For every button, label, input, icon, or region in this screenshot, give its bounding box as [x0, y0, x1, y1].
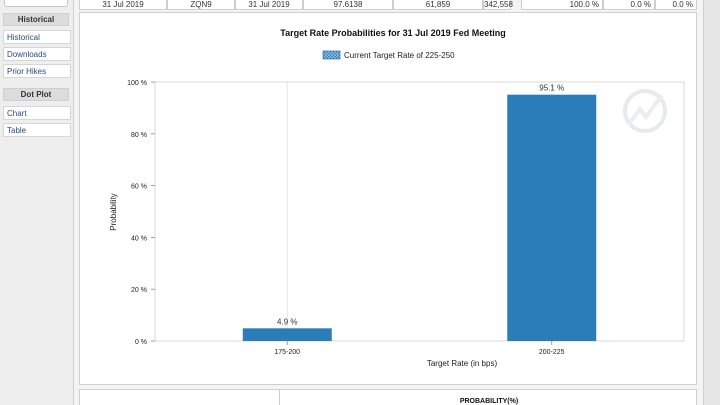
sidebar-header-dot-plot: Dot Plot — [3, 88, 69, 101]
y-tick-label: 100 % — [127, 80, 147, 87]
y-axis-label: Probability — [109, 193, 118, 230]
prob-hike-cell: 0.0 % — [655, 0, 697, 10]
prob-ease-cell: 100.0 % — [521, 0, 603, 10]
table-corner-cell — [80, 390, 280, 405]
y-tick-label: 80 % — [131, 132, 147, 139]
chart-panel: Target Rate Probabilities for 31 Jul 201… — [79, 12, 697, 385]
meeting-date-cell: 31 Jul 2019 — [79, 0, 167, 10]
prior-volume-cell: 61,859 — [393, 0, 483, 10]
data-label-175-200: 4.9 % — [277, 317, 297, 326]
probability-chart: Target Rate Probabilities for 31 Jul 201… — [109, 28, 685, 368]
y-tick-label: 20 % — [131, 287, 147, 294]
contract-cell: ZQN9 — [167, 0, 235, 10]
chart-title: Target Rate Probabilities for 31 Jul 201… — [280, 28, 505, 38]
plot-area: 0 % 20 % 40 % 60 % 80 % 100 % 4.9 % 175-200 95.1… — [127, 80, 685, 356]
scroll-gutter[interactable] — [703, 0, 720, 405]
sidebar-item-downloads[interactable]: Downloads — [3, 47, 71, 61]
sidebar-top-panel — [4, 0, 68, 7]
sidebar-item-table[interactable]: Table — [3, 123, 71, 137]
prior-oi-cell: 342,558 — [483, 0, 513, 10]
prob-no-change-cell: 0.0 % — [603, 0, 655, 10]
sidebar-item-historical[interactable]: Historical — [3, 30, 71, 44]
plot-frame — [154, 81, 685, 342]
data-label-200-225: 95.1 % — [539, 84, 564, 93]
main-content: 31 Jul 2019 ZQN9 31 Jul 2019 97.6138 61,… — [73, 0, 703, 405]
legend: Current Target Rate of 225-250 — [322, 50, 455, 60]
sidebar-item-prior-hikes[interactable]: Prior Hikes — [3, 64, 71, 78]
sidebar-header-historical: Historical — [3, 13, 69, 26]
bar-200-225 — [507, 94, 597, 341]
bar-175-200 — [242, 328, 332, 341]
probability-table: PROBABILITY(%) — [79, 389, 697, 405]
watermark-icon — [623, 89, 667, 133]
mid-price-cell: 97.6138 — [303, 0, 393, 10]
y-tick-label: 0 % — [135, 339, 147, 346]
legend-swatch — [322, 50, 341, 60]
y-tick-label: 60 % — [131, 184, 147, 191]
legend-label: Current Target Rate of 225-250 — [344, 51, 455, 60]
x-tick-label-200-225: 200-225 — [539, 349, 565, 356]
sidebar-item-chart[interactable]: Chart — [3, 106, 71, 120]
x-tick-label-175-200: 175-200 — [274, 349, 300, 356]
probability-header: PROBABILITY(%) — [459, 398, 519, 405]
sidebar: Historical Historical Downloads Prior Hi… — [0, 0, 72, 405]
expires-cell: 31 Jul 2019 — [235, 0, 303, 10]
x-axis-label: Target Rate (in bps) — [427, 359, 498, 368]
y-tick-label: 40 % — [131, 235, 147, 242]
